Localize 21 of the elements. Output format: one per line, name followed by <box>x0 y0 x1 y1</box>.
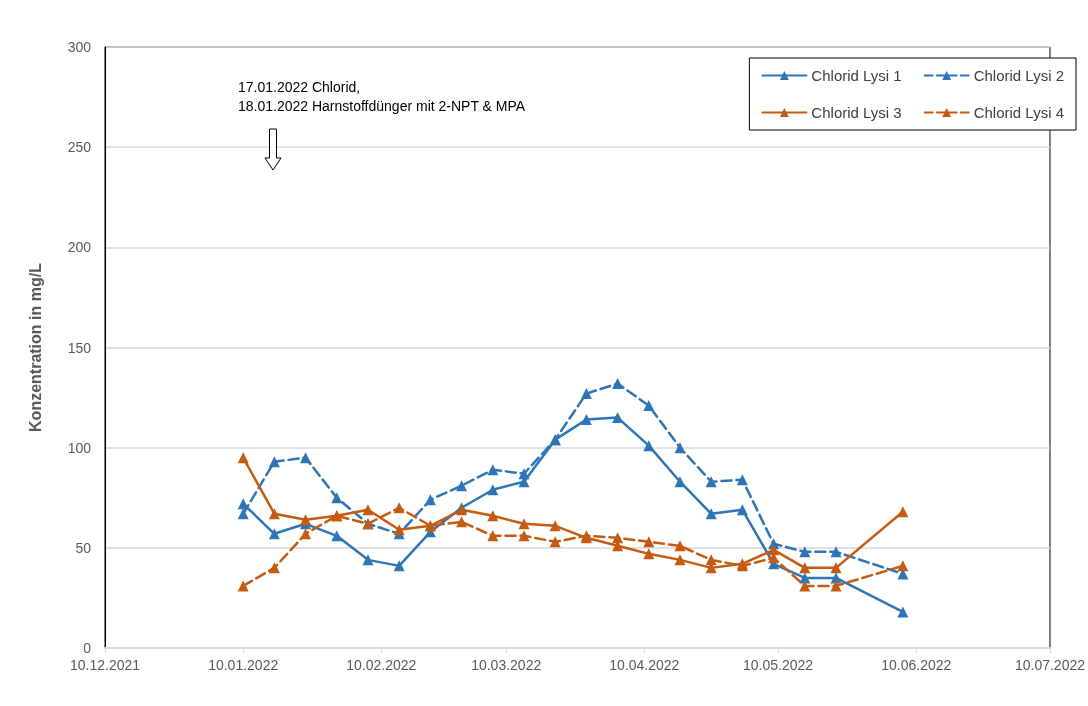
y-tick-label: 300 <box>67 39 92 55</box>
legend-label: Chlorid Lysi 1 <box>811 67 902 84</box>
x-tick-label: 10.04.2022 <box>609 657 680 673</box>
legend-label: Chlorid Lysi 3 <box>811 104 902 121</box>
x-tick-label: 10.05.2022 <box>743 657 814 673</box>
y-tick-label: 0 <box>83 640 92 656</box>
annotation: 17.01.2022 Chlorid, 18.01.2022 Harnstoffdünger mit 2-NPT & MPA <box>238 78 526 114</box>
x-tick-label: 10.02.2022 <box>346 657 417 673</box>
x-tick-label: 10.12.2021 <box>69 657 141 673</box>
y-axis-title: Konzentration in mg/L <box>26 262 44 432</box>
y-tick-label: 250 <box>67 139 92 156</box>
x-tick-label: 10.07.2022 <box>1014 657 1086 673</box>
y-tick-label: 200 <box>67 239 92 256</box>
y-tick-label: 100 <box>67 439 92 456</box>
y-tick-label: 150 <box>67 339 92 356</box>
y-tick-label: 50 <box>75 539 92 556</box>
legend-label: Chlorid Lysi 2 <box>973 67 1065 84</box>
x-tick-label: 10.06.2022 <box>881 657 952 673</box>
x-tick-label: 10.01.2022 <box>208 657 279 673</box>
x-tick-label: 10.03.2022 <box>471 657 542 673</box>
legend-label: Chlorid Lysi 4 <box>973 104 1065 121</box>
